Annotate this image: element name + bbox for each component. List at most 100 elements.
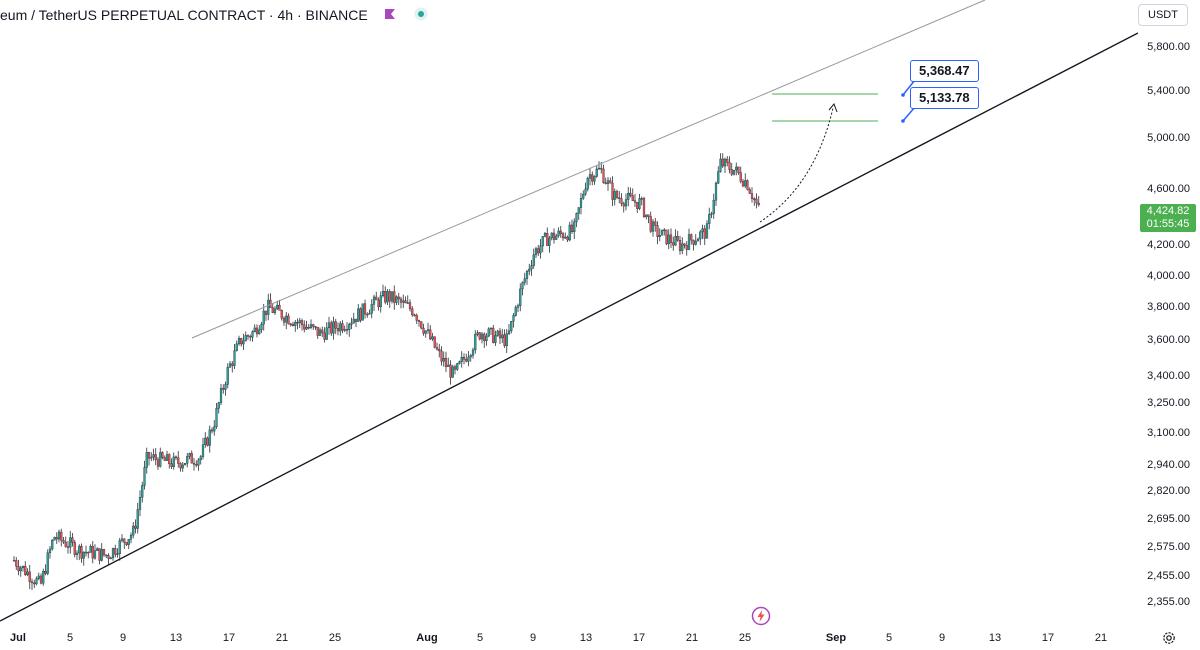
candle-down bbox=[453, 366, 457, 370]
candle-down bbox=[174, 456, 178, 459]
candle-down bbox=[60, 531, 63, 541]
candle-down bbox=[438, 348, 441, 352]
candle-up bbox=[37, 575, 40, 579]
date-tick-label: 21 bbox=[1094, 632, 1108, 644]
candle-down bbox=[64, 541, 67, 547]
candle-up bbox=[687, 234, 691, 250]
candle-down bbox=[415, 315, 418, 321]
candle-up bbox=[507, 330, 511, 334]
candle-up bbox=[532, 254, 535, 266]
live-status-icon[interactable] bbox=[414, 7, 428, 24]
lightning-icon[interactable] bbox=[751, 606, 771, 631]
target-callout-low[interactable]: 5,133.78 bbox=[910, 87, 979, 109]
candle-down bbox=[107, 555, 110, 559]
candle-down bbox=[546, 233, 549, 246]
callout-pointer-1 bbox=[902, 79, 916, 96]
candle-down bbox=[615, 191, 619, 198]
candle-down bbox=[195, 464, 198, 466]
candle-down bbox=[748, 189, 751, 194]
flag-icon[interactable] bbox=[384, 7, 396, 23]
candle-up bbox=[489, 327, 493, 330]
candle-down bbox=[24, 565, 27, 575]
candle-up bbox=[534, 248, 538, 255]
target-callout-high[interactable]: 5,368.47 bbox=[910, 60, 979, 82]
candle-up bbox=[145, 452, 148, 468]
candle-up bbox=[476, 332, 479, 335]
price-tick-label: 2,695.00 bbox=[1147, 512, 1190, 525]
candle-up bbox=[228, 363, 232, 368]
candle-down bbox=[618, 197, 621, 199]
candle-down bbox=[210, 429, 214, 432]
candle-up bbox=[96, 548, 99, 551]
candle-down bbox=[384, 291, 387, 303]
candle-down bbox=[55, 537, 58, 540]
candle-up bbox=[21, 565, 25, 569]
price-tick-label: 3,600.00 bbox=[1147, 334, 1190, 347]
candle-up bbox=[701, 228, 704, 233]
candle-up bbox=[586, 177, 589, 190]
candle-down bbox=[246, 335, 250, 337]
candle-down bbox=[503, 334, 506, 347]
symbol-title[interactable]: eum / TetherUS PERPETUAL CONTRACT · 4h ·… bbox=[0, 6, 428, 24]
candle-down bbox=[647, 214, 650, 217]
candle-up bbox=[305, 326, 308, 330]
candle-up bbox=[381, 291, 385, 297]
candle-down bbox=[71, 537, 74, 543]
candle-up bbox=[442, 357, 445, 362]
candle-up bbox=[199, 456, 202, 461]
candle-down bbox=[105, 554, 108, 557]
candle-up bbox=[487, 328, 490, 337]
candle-up bbox=[699, 231, 702, 240]
candle-up bbox=[165, 454, 169, 461]
candle-down bbox=[28, 571, 31, 583]
candle-down bbox=[665, 229, 668, 245]
candle-up bbox=[181, 464, 184, 469]
candle-up bbox=[595, 168, 598, 177]
candle-down bbox=[222, 388, 225, 390]
candle-up bbox=[251, 331, 254, 338]
candle-up bbox=[406, 302, 409, 304]
candle-down bbox=[757, 202, 760, 205]
settings-gear-icon[interactable] bbox=[1162, 631, 1176, 650]
date-tick-label: 17 bbox=[222, 632, 236, 644]
candle-countdown: 01:55:45 bbox=[1146, 218, 1190, 230]
date-tick-label: 5 bbox=[66, 632, 74, 644]
candle-up bbox=[577, 207, 580, 214]
candle-down bbox=[291, 323, 295, 326]
candle-up bbox=[732, 169, 736, 175]
candle-up bbox=[456, 363, 459, 370]
candle-up bbox=[555, 235, 558, 240]
price-chart-canvas[interactable] bbox=[0, 0, 1138, 628]
price-tick-label: 2,575.00 bbox=[1147, 540, 1190, 553]
candle-down bbox=[429, 329, 432, 340]
candle-down bbox=[388, 291, 391, 302]
candle-up bbox=[53, 537, 56, 541]
date-tick-label: 9 bbox=[119, 632, 127, 644]
candle-up bbox=[258, 329, 261, 335]
candle-up bbox=[588, 174, 592, 179]
candle-up bbox=[494, 335, 497, 343]
candle-up bbox=[469, 355, 472, 358]
candle-up bbox=[224, 384, 227, 390]
candle-up bbox=[327, 322, 331, 329]
currency-button[interactable]: USDT bbox=[1138, 4, 1188, 26]
date-axis[interactable]: Jul 5 9 13 17 21 25 Aug 5 9 13 17 21 25 Sep 5 9 13 17 21 bbox=[0, 628, 1138, 649]
candle-up bbox=[663, 229, 666, 232]
candle-down bbox=[15, 560, 18, 567]
candle-down bbox=[741, 181, 745, 187]
candle-up bbox=[325, 327, 328, 340]
candle-up bbox=[575, 213, 578, 222]
candle-up bbox=[253, 327, 256, 332]
date-tick-label: 13 bbox=[988, 632, 1002, 644]
candle-down bbox=[289, 323, 292, 326]
price-axis[interactable]: 5,800.00 5,400.00 5,000.00 4,600.00 4,200.00… bbox=[1138, 0, 1200, 630]
candle-up bbox=[525, 271, 529, 279]
candle-up bbox=[705, 223, 709, 239]
candle-up bbox=[480, 333, 484, 340]
candle-down bbox=[39, 575, 43, 584]
candle-up bbox=[318, 329, 322, 336]
candle-up bbox=[474, 334, 477, 351]
candle-up bbox=[390, 291, 394, 302]
candle-up bbox=[285, 315, 288, 323]
candle-up bbox=[496, 330, 499, 336]
